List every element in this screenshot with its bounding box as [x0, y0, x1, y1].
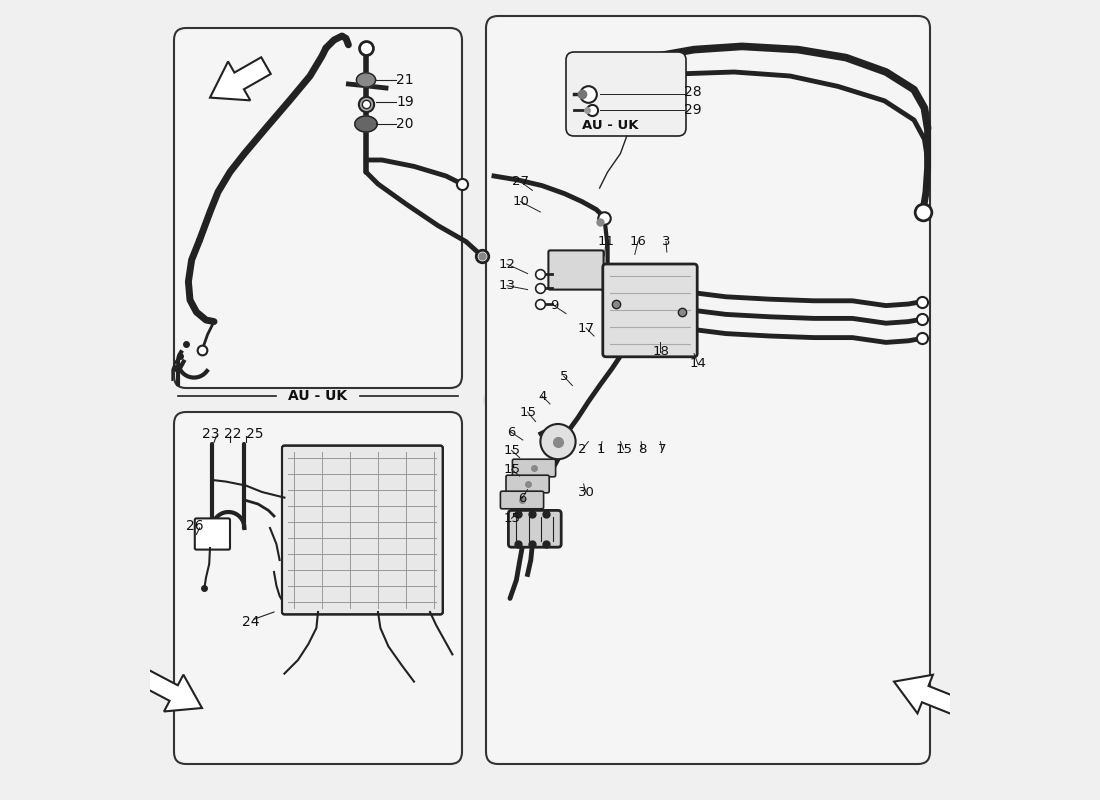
Text: 11: 11 — [598, 235, 615, 248]
Text: 14: 14 — [690, 358, 707, 370]
Text: 15: 15 — [504, 444, 520, 457]
FancyBboxPatch shape — [506, 475, 549, 493]
Text: 6: 6 — [518, 492, 527, 505]
Text: 17: 17 — [578, 322, 595, 334]
FancyBboxPatch shape — [513, 459, 556, 477]
Text: 28: 28 — [684, 85, 702, 99]
Text: 4: 4 — [538, 390, 547, 402]
FancyBboxPatch shape — [566, 52, 686, 136]
Text: 16: 16 — [630, 235, 647, 248]
Text: 5: 5 — [560, 370, 568, 382]
Text: 8: 8 — [638, 443, 647, 456]
Text: 30: 30 — [578, 486, 595, 499]
Text: 23: 23 — [202, 426, 220, 441]
FancyBboxPatch shape — [195, 518, 230, 550]
Text: 22: 22 — [223, 426, 241, 441]
FancyBboxPatch shape — [174, 28, 462, 388]
FancyBboxPatch shape — [603, 264, 697, 357]
Text: 24: 24 — [242, 615, 260, 630]
Text: 2: 2 — [578, 443, 586, 456]
FancyBboxPatch shape — [508, 510, 561, 547]
Text: 10: 10 — [513, 195, 529, 208]
FancyBboxPatch shape — [282, 446, 443, 614]
Text: 12: 12 — [498, 258, 516, 270]
Polygon shape — [110, 654, 202, 711]
FancyBboxPatch shape — [549, 250, 604, 290]
FancyBboxPatch shape — [486, 16, 930, 764]
Text: 6: 6 — [507, 426, 515, 438]
Text: 15: 15 — [504, 463, 520, 476]
Circle shape — [540, 424, 575, 459]
Text: autospares: autospares — [482, 363, 850, 421]
Text: 9: 9 — [550, 299, 559, 312]
FancyBboxPatch shape — [174, 412, 462, 764]
Text: 21: 21 — [396, 73, 414, 87]
Polygon shape — [210, 58, 271, 100]
Text: 1: 1 — [596, 443, 605, 456]
Polygon shape — [355, 116, 377, 132]
Text: 15: 15 — [616, 443, 632, 456]
Text: 15: 15 — [519, 406, 537, 418]
Text: 25: 25 — [246, 426, 264, 441]
FancyBboxPatch shape — [500, 491, 543, 509]
Text: 27: 27 — [513, 175, 529, 188]
Text: AU - UK: AU - UK — [582, 119, 638, 132]
Text: 18: 18 — [652, 346, 669, 358]
Text: 26: 26 — [186, 519, 204, 534]
Text: 7: 7 — [658, 443, 667, 456]
Polygon shape — [894, 674, 993, 728]
Text: 15: 15 — [504, 512, 520, 525]
Text: 20: 20 — [396, 117, 414, 131]
Text: 3: 3 — [662, 235, 671, 248]
Text: 29: 29 — [684, 102, 702, 117]
Text: AU - UK: AU - UK — [288, 389, 348, 403]
Polygon shape — [356, 73, 375, 87]
Text: 19: 19 — [396, 95, 414, 110]
Text: 13: 13 — [498, 279, 516, 292]
